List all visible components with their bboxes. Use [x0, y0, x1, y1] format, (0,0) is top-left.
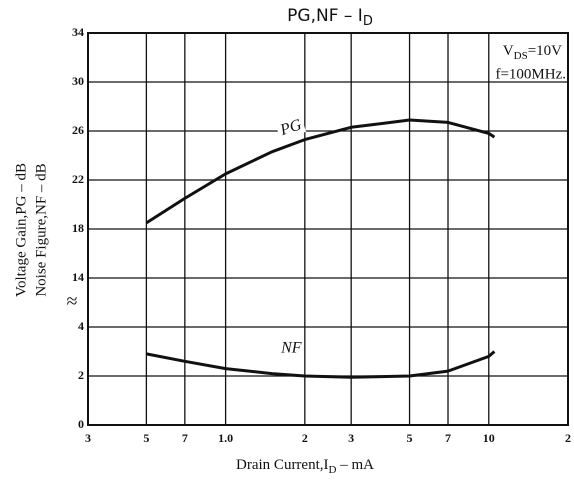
- series-label: PG: [277, 116, 304, 139]
- y-tick-label: 26: [72, 123, 84, 137]
- series-label-bg: [278, 339, 304, 357]
- y-tick-label: 14: [72, 270, 84, 284]
- x-tick-label: 3: [85, 431, 91, 445]
- series-label: NF: [280, 340, 302, 357]
- y-tick-label: 30: [72, 74, 84, 88]
- y-tick-label: 22: [72, 172, 84, 186]
- x-tick-label: 2: [302, 431, 308, 445]
- x-tick-label: 10: [483, 431, 495, 445]
- y-axis-label: Voltage Gain,PG – dB: [13, 163, 29, 297]
- plot-frame: [87, 32, 569, 426]
- x-tick-label: 1.0: [218, 431, 233, 445]
- series-label-bg: [275, 115, 307, 141]
- annotation: VDS=10V: [503, 43, 562, 61]
- y-tick-label: 2: [78, 368, 84, 382]
- series-line: [145, 118, 496, 225]
- y-tick-label: 34: [72, 25, 84, 39]
- annotation: f=100MHz.: [495, 66, 566, 82]
- x-tick-label: 7: [182, 431, 188, 445]
- y-axis-label: Noise Figure,NF – dB: [33, 163, 49, 296]
- x-tick-label: 3: [348, 431, 354, 445]
- chart-title: PG,NF – ID: [287, 6, 373, 29]
- axis-break: ≈: [67, 291, 78, 313]
- y-tick-label: 18: [72, 221, 84, 235]
- annotation-bg: [449, 37, 565, 89]
- y-tick-label: 4: [78, 319, 84, 333]
- y-tick-label: 0: [78, 417, 84, 431]
- x-tick-label: 2: [565, 431, 571, 445]
- x-tick-label: 7: [445, 431, 451, 445]
- x-axis-label: Drain Current,ID – mA: [236, 457, 374, 475]
- x-tick-label: 5: [143, 431, 149, 445]
- x-tick-label: 5: [407, 431, 413, 445]
- series-line: [146, 350, 496, 379]
